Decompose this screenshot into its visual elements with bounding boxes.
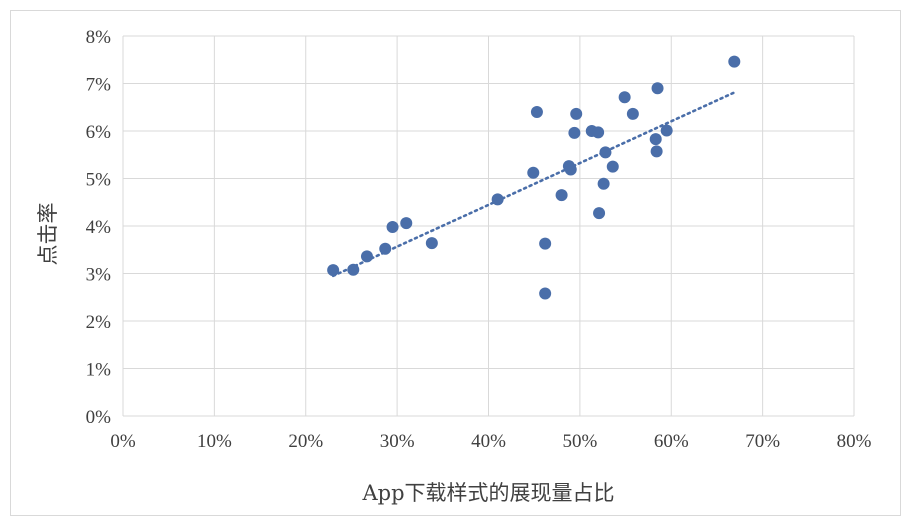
data-point	[649, 133, 662, 146]
gridlines	[122, 35, 855, 417]
y-tick-label: 7%	[86, 75, 112, 96]
data-point	[650, 145, 663, 158]
x-axis-title: App下载样式的展现量占比	[361, 481, 614, 505]
x-tick-label: 20%	[288, 431, 323, 452]
y-tick-label: 5%	[86, 170, 112, 191]
data-point	[606, 160, 619, 173]
y-axis-title: 点击率	[36, 203, 60, 266]
data-point	[425, 237, 438, 250]
trendline	[331, 90, 737, 278]
data-point	[592, 126, 605, 139]
chart-frame	[10, 10, 901, 516]
x-tick-label: 10%	[197, 431, 232, 452]
data-point	[568, 126, 581, 139]
x-tick-label: 0%	[110, 431, 136, 452]
x-tick-label: 70%	[745, 431, 780, 452]
x-tick-label: 60%	[654, 431, 689, 452]
data-point	[597, 177, 610, 190]
data-point	[660, 124, 673, 137]
data-point	[386, 220, 399, 233]
data-point	[539, 237, 552, 250]
data-point	[491, 193, 504, 206]
data-points	[327, 55, 741, 300]
data-point	[527, 166, 540, 179]
data-point	[618, 91, 631, 104]
data-point	[360, 250, 373, 263]
data-point	[539, 287, 552, 300]
data-point	[400, 217, 413, 230]
y-tick-labels: 0% 1% 2% 3% 4% 5% 6% 7% 8%	[86, 27, 112, 428]
data-point	[651, 82, 664, 95]
data-point	[593, 207, 606, 220]
x-tick-labels: 0% 10% 20% 30% 40% 50% 60% 70% 80%	[110, 431, 871, 452]
x-tick-label: 30%	[380, 431, 415, 452]
y-tick-label: 6%	[86, 122, 112, 143]
y-tick-label: 4%	[86, 217, 112, 238]
data-point	[599, 146, 612, 159]
y-tick-label: 8%	[86, 27, 112, 48]
data-point	[555, 189, 568, 202]
y-tick-label: 3%	[86, 265, 112, 286]
y-tick-label: 2%	[86, 312, 112, 333]
data-point	[570, 107, 583, 120]
y-tick-label: 1%	[86, 360, 112, 381]
data-point	[564, 163, 577, 176]
data-point	[347, 263, 360, 276]
data-point	[626, 107, 639, 120]
data-point	[530, 106, 543, 118]
data-point	[379, 242, 392, 255]
x-tick-label: 40%	[471, 431, 506, 452]
data-point	[728, 55, 741, 68]
x-tick-label: 50%	[562, 431, 597, 452]
data-point	[327, 264, 340, 277]
y-tick-label: 0%	[86, 407, 112, 428]
x-tick-label: 80%	[837, 431, 872, 452]
